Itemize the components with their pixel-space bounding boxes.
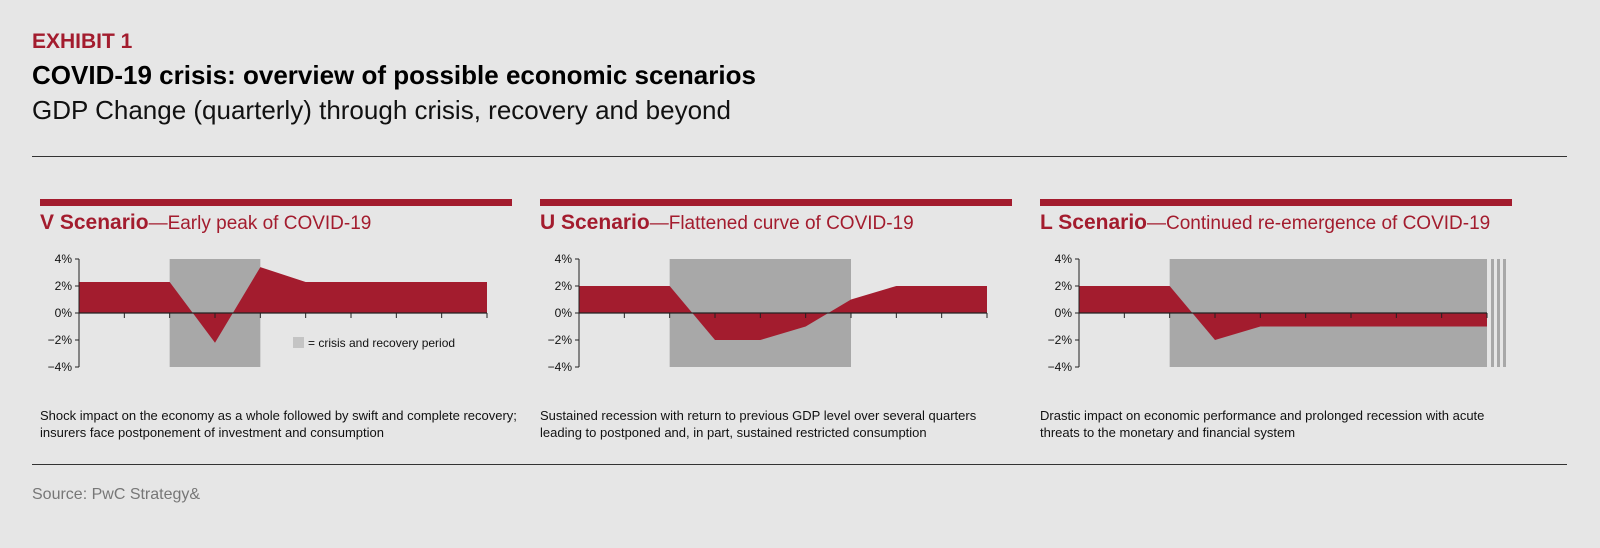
l-scenario-panel: L Scenario—Continued re-emergence of COV… [1040,199,1512,449]
gdp-area [79,267,487,343]
bottom-divider [32,464,1567,465]
scenario-description: Shock impact on the economy as a whole f… [40,408,517,440]
scenario-name: L Scenario [1040,211,1147,234]
y-tick-label: −4% [548,360,573,374]
y-tick-label: −4% [1048,360,1073,374]
continuation-stripe [1491,259,1494,367]
continuation-stripe [1503,259,1506,367]
scenario-description: Sustained recession with return to previ… [540,408,977,440]
exhibit-label: EXHIBIT 1 [32,30,133,53]
y-tick-label: −2% [1048,333,1073,347]
scenario-chart: 4% 2% 0% −2% −4% [548,252,988,374]
y-tick-label: 2% [555,279,573,293]
continuation-stripe [1497,259,1500,367]
y-tick-label: 0% [55,306,73,320]
y-tick-label: −4% [48,360,73,374]
scenario-title: U Scenario—Flattened curve of COVID-19 [540,211,1012,235]
scenario-title: V Scenario—Early peak of COVID-19 [40,211,512,235]
scenario-chart: 4% 2% 0% −2% −4% = crisis and recovery period [48,252,488,374]
scenario-subtitle: —Continued re-emergence of COVID-19 [1147,213,1491,234]
y-tick-label: 2% [1055,279,1073,293]
source-note: Source: PwC Strategy& [32,486,201,503]
y-tick-label: 2% [55,279,73,293]
panel-accent-bar [540,199,1012,206]
y-tick-label: −2% [548,333,573,347]
y-tick-label: −2% [48,333,73,347]
scenario-subtitle: —Flattened curve of COVID-19 [649,213,914,234]
legend-label: = crisis and recovery period [308,336,455,350]
scenario-name: U Scenario [540,211,650,234]
page-title: COVID-19 crisis: overview of possible ec… [32,60,756,90]
y-tick-label: 0% [555,306,573,320]
y-tick-label: 4% [555,252,573,266]
top-divider [32,156,1567,157]
legend-swatch [293,337,304,348]
page-subtitle: GDP Change (quarterly) through crisis, r… [32,95,731,125]
y-tick-label: 4% [1055,252,1073,266]
scenario-name: V Scenario [40,211,149,234]
u-scenario-panel: U Scenario—Flattened curve of COVID-19 S… [540,199,1012,449]
panel-accent-bar [40,199,512,206]
scenario-subtitle: —Early peak of COVID-19 [148,213,372,234]
scenario-chart: 4% 2% 0% −2% −4% [1048,252,1506,374]
scenario-title: L Scenario—Continued re-emergence of COV… [1040,211,1512,235]
y-tick-label: 0% [1055,306,1073,320]
v-scenario-panel: V Scenario—Early peak of COVID-19 Shock … [40,199,517,449]
y-tick-label: 4% [55,252,73,266]
panel-accent-bar [1040,199,1512,206]
scenario-description: Drastic impact on economic performance a… [1040,408,1485,440]
